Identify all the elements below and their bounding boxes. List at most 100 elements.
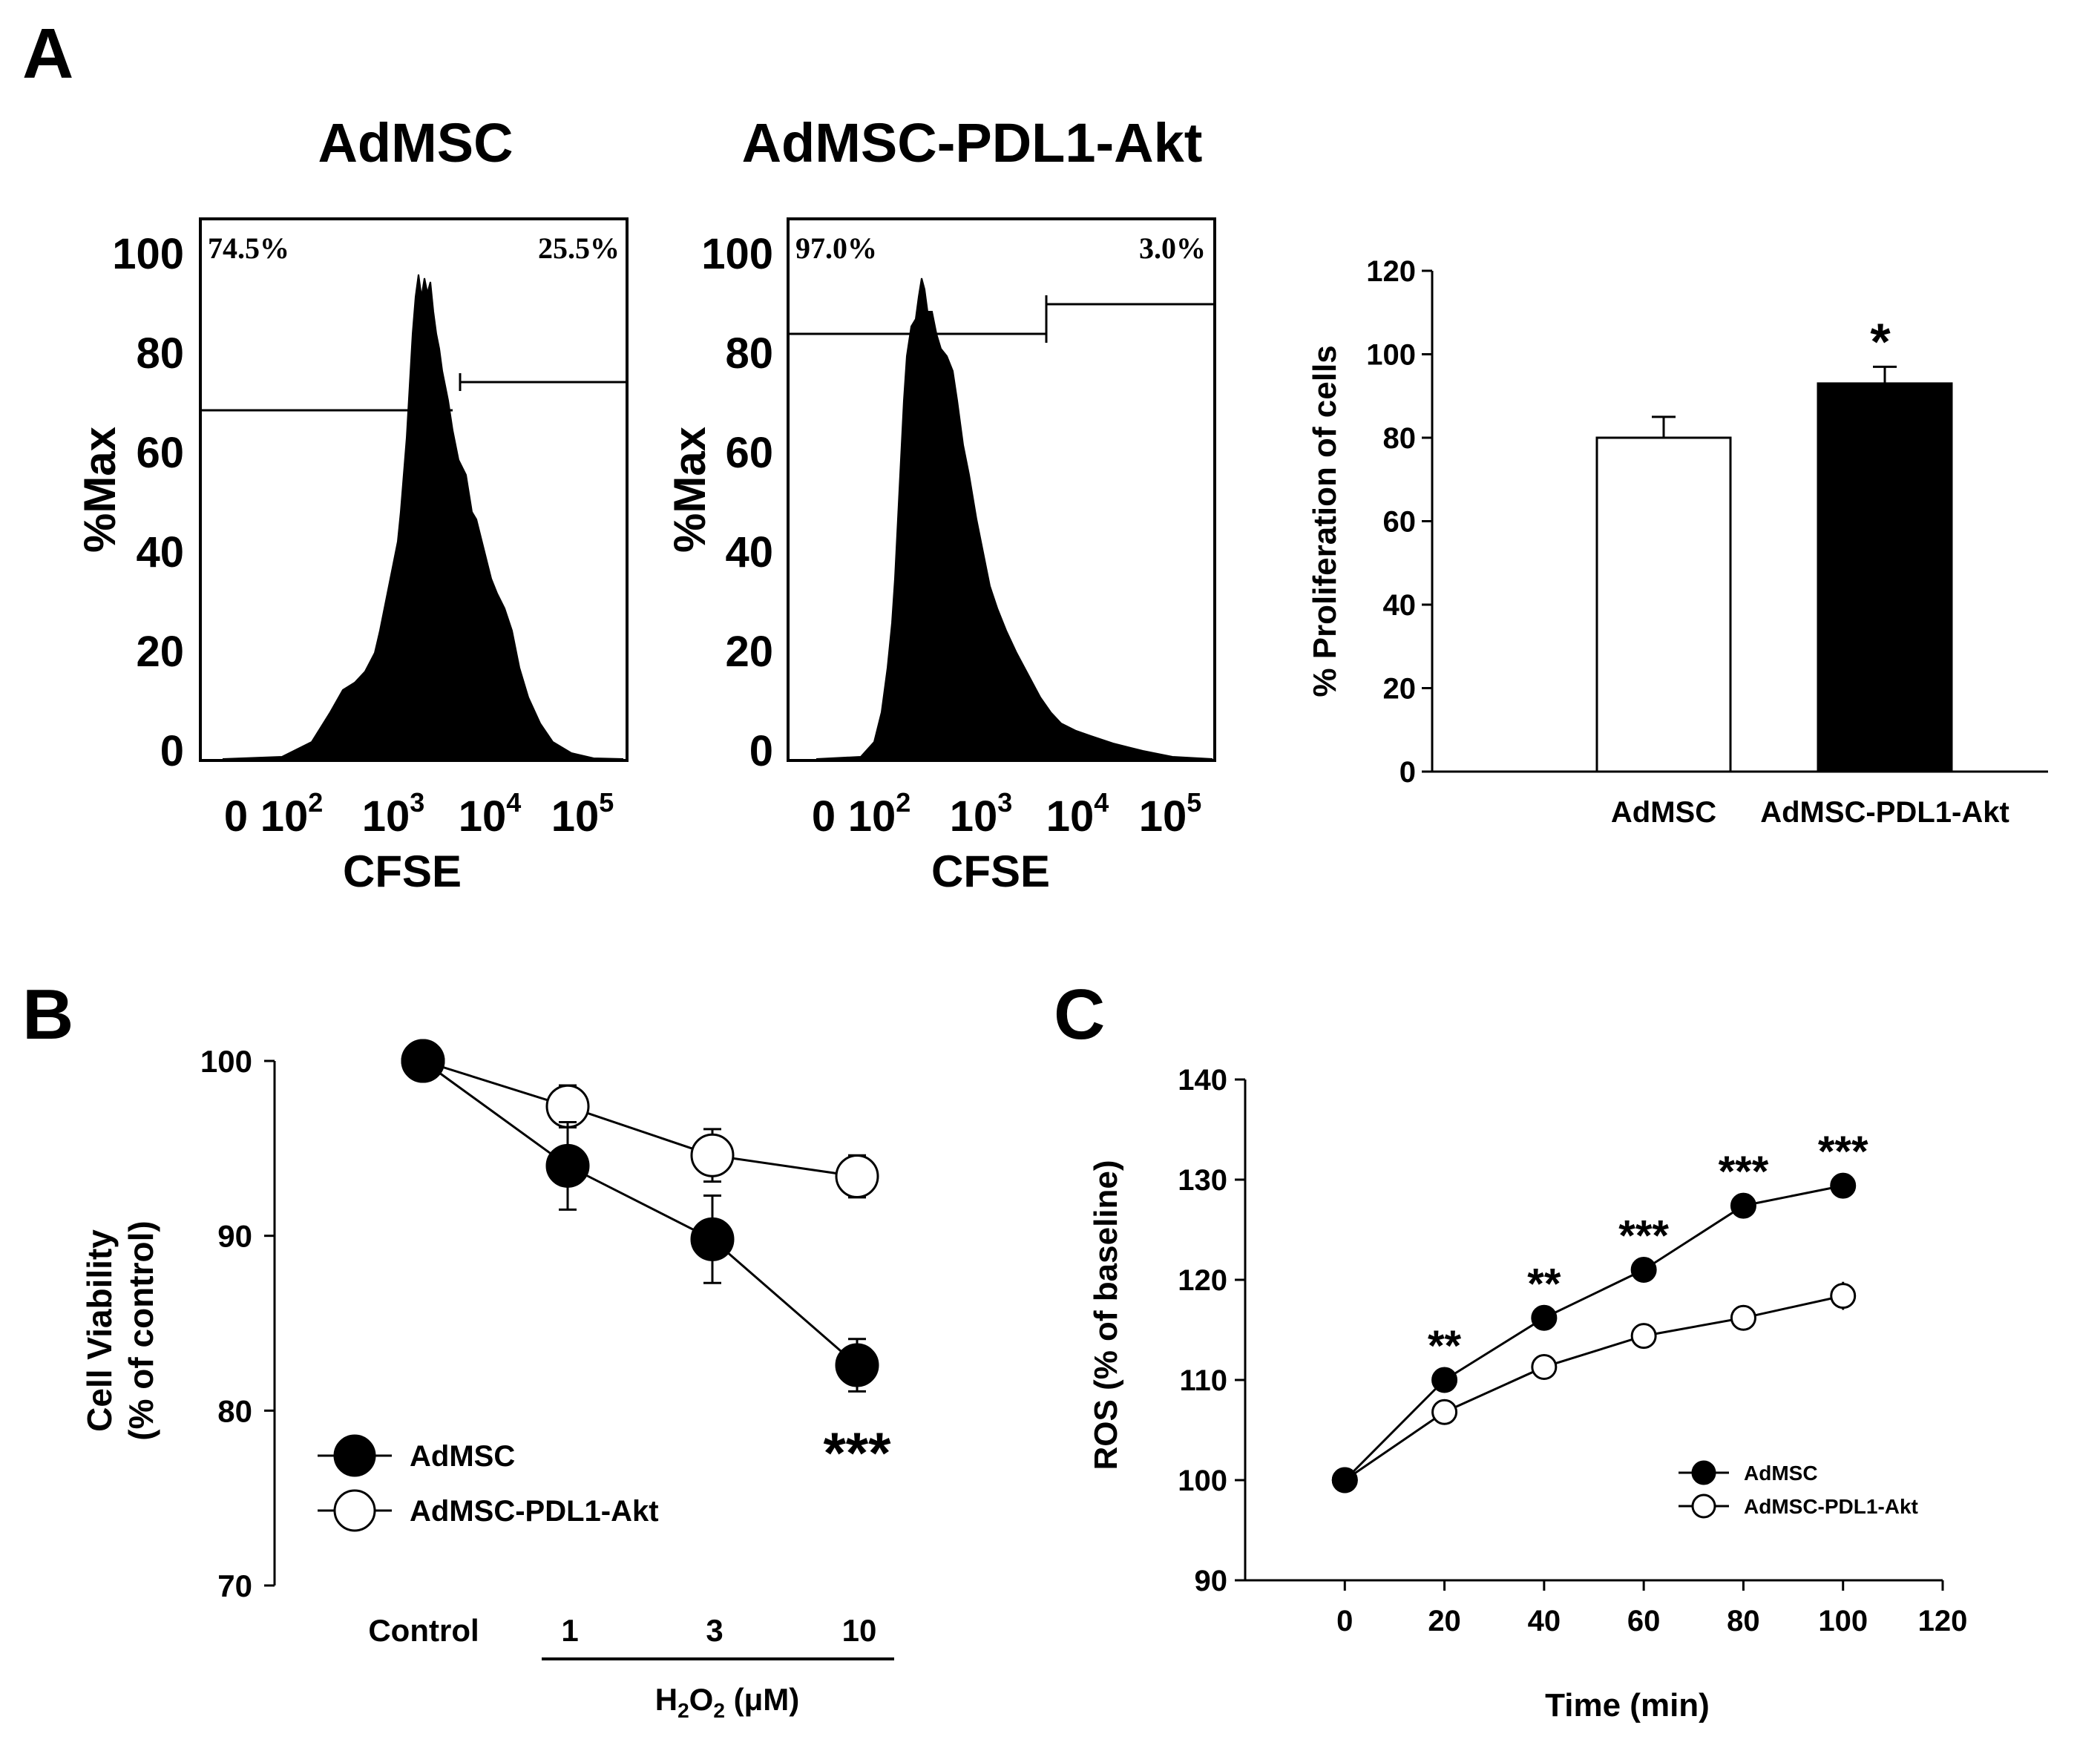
x-tick-label: 10 (842, 1613, 877, 1648)
y-tick: 20 (725, 628, 773, 676)
gate-left-percent: 74.5% (208, 231, 289, 265)
x-tick: 105 (1139, 787, 1202, 841)
x-tick: 102 (260, 787, 324, 841)
cell-viability-line-chart: 70 80 90 100 Cell Viability(% of control) Con… (80, 1039, 894, 1722)
legend-label: AdMSC-PDL1-Akt (410, 1495, 659, 1528)
x-tick-label: 20 (1428, 1605, 1461, 1637)
data-point (545, 1084, 590, 1128)
panel-label-c: C (1054, 975, 1105, 1054)
hist-density-shape (816, 277, 1213, 760)
hist-y-label: %Max (75, 427, 125, 553)
hist-x-label: CFSE (931, 847, 1050, 896)
data-point (1630, 1323, 1657, 1350)
y-tick: 100 (112, 230, 184, 278)
hist-y-label: %Max (665, 427, 715, 553)
data-point (1531, 1304, 1558, 1331)
bar (1595, 436, 1732, 773)
y-tick-label: 80 (1383, 422, 1417, 455)
x-tick: 104 (459, 787, 522, 841)
significance-stars: *** (1719, 1148, 1769, 1196)
hist-frame (199, 217, 629, 762)
significance-star: * (1870, 312, 1891, 370)
hist-density-shape (222, 274, 624, 760)
significance-stars: *** (823, 1420, 891, 1485)
x-tick-label: 100 (1818, 1605, 1868, 1637)
significance-stars: ** (1428, 1322, 1462, 1370)
data-point (835, 1343, 879, 1387)
panel-label-a: A (22, 14, 73, 93)
cfse-histogram-admsc: AdMSC 74.5% 25.5% 100 80 60 40 20 0 %Max… (75, 112, 629, 896)
y-tick-label: 100 (200, 1044, 252, 1079)
x-tick-label: 80 (1727, 1605, 1760, 1637)
series-line (1344, 1295, 1844, 1482)
x-tick-label: Control (368, 1613, 479, 1648)
x-tick: 0 (224, 792, 248, 841)
y-tick-label: 100 (1178, 1465, 1227, 1497)
x-tick: 104 (1046, 787, 1109, 841)
x-axis-label: Time (min) (1545, 1687, 1710, 1723)
data-point (690, 1133, 735, 1177)
gate-left-percent: 97.0% (795, 231, 877, 265)
data-point (1431, 1367, 1458, 1393)
data-point (1830, 1172, 1857, 1199)
y-tick-label: 90 (217, 1219, 252, 1254)
x-group-label: H2O2 (μM) (655, 1682, 800, 1722)
series-line (422, 1059, 858, 1178)
y-tick: 20 (136, 628, 184, 676)
x-tick-label: 1 (561, 1613, 578, 1648)
cfse-histogram-admsc-pdl1-akt: AdMSC-PDL1-Akt 97.0% 3.0% 100 80 60 40 2… (665, 112, 1216, 896)
x-tick: 103 (362, 787, 425, 841)
ros-line-chart: 90 100 110 120 130 140 0 20 40 60 80 100 120 Time (mi… (1088, 1064, 1967, 1723)
x-tick-label: 120 (1918, 1605, 1968, 1637)
hist-x-ticks: 0 102 103 104 105 (224, 787, 614, 841)
x-tick-label: 0 (1336, 1605, 1353, 1637)
y-tick: 100 (701, 230, 773, 278)
y-axis-label: ROS (% of baseline) (1088, 1160, 1124, 1470)
x-tick-label: 3 (706, 1613, 723, 1648)
y-tick-label: 40 (1383, 589, 1417, 622)
y-tick: 40 (725, 528, 773, 576)
y-tick: 0 (160, 727, 184, 775)
x-tick-label: AdMSC-PDL1-Akt (1760, 796, 2009, 829)
data-point (401, 1039, 445, 1083)
data-point (835, 1154, 879, 1199)
y-tick-label: 20 (1383, 673, 1417, 706)
y-tick-label: 120 (1366, 255, 1416, 288)
legend-marker (1691, 1493, 1716, 1519)
gate-right-percent: 3.0% (1139, 231, 1206, 265)
y-tick-label: 90 (1195, 1565, 1228, 1597)
gate-right-percent: 25.5% (538, 231, 620, 265)
x-tick: 0 (812, 792, 836, 841)
y-tick: 80 (725, 329, 773, 378)
hist-x-label: CFSE (343, 847, 462, 896)
y-tick: 80 (136, 329, 184, 378)
legend-label: AdMSC-PDL1-Akt (1744, 1495, 1918, 1518)
y-tick-label: 100 (1366, 339, 1416, 372)
x-tick-label: 40 (1528, 1605, 1561, 1637)
legend-marker (333, 1489, 376, 1532)
hist-title: AdMSC-PDL1-Akt (742, 112, 1203, 174)
x-tick-label: 60 (1627, 1605, 1661, 1637)
legend-label: AdMSC (1744, 1462, 1818, 1485)
y-axis-label: % Proliferation of cells (1307, 345, 1343, 697)
proliferation-bar-chart: 0 20 40 60 80 100 120 % Proliferation of cells A… (1307, 255, 2048, 829)
data-point (545, 1143, 590, 1188)
bar (1817, 382, 1953, 773)
y-tick-label: 70 (217, 1568, 252, 1603)
data-point (1730, 1192, 1756, 1219)
legend-marker (333, 1434, 376, 1477)
y-tick-label: 130 (1178, 1164, 1227, 1197)
y-tick-label: 120 (1178, 1264, 1227, 1297)
x-tick-label: AdMSC (1611, 796, 1716, 829)
y-tick: 40 (136, 528, 184, 576)
x-tick: 102 (848, 787, 911, 841)
data-point (1431, 1399, 1458, 1425)
data-point (1331, 1467, 1358, 1493)
data-point (1730, 1304, 1756, 1331)
y-tick-label: 140 (1178, 1064, 1227, 1097)
significance-stars: ** (1527, 1260, 1561, 1308)
significance-stars: *** (1618, 1212, 1669, 1261)
legend-label: AdMSC (410, 1440, 515, 1473)
y-axis-label: Cell Viability(% of control) (80, 1220, 160, 1440)
